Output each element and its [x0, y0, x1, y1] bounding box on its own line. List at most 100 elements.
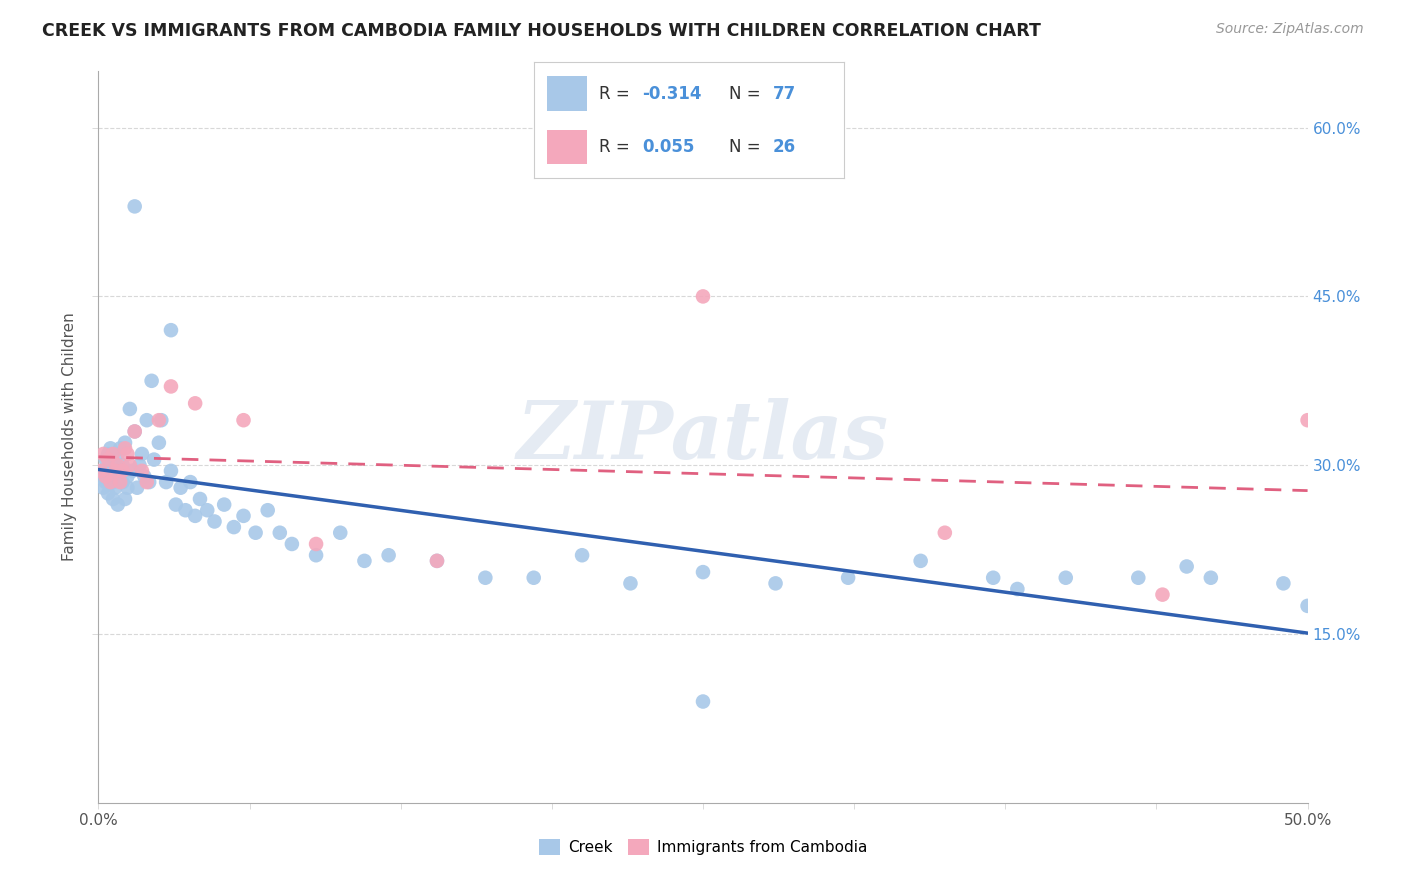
Point: [117, 469, 139, 483]
Point: [692, 565, 714, 579]
Point: [138, 475, 160, 489]
Text: R =: R =: [599, 85, 636, 103]
Text: N =: N =: [730, 138, 766, 156]
Point: [100, 475, 122, 489]
Point: [131, 447, 153, 461]
Point: [135, 475, 157, 489]
Point: [91, 447, 114, 461]
Point: [94, 469, 117, 483]
Point: [212, 498, 235, 512]
Point: [127, 481, 149, 495]
Point: [619, 576, 641, 591]
Point: [523, 571, 546, 585]
Text: 77: 77: [772, 85, 796, 103]
Point: [97, 447, 120, 461]
Text: N =: N =: [730, 85, 766, 103]
Point: [1296, 413, 1319, 427]
Point: [97, 452, 120, 467]
Point: [329, 525, 352, 540]
Point: [100, 464, 122, 478]
Point: [101, 475, 124, 489]
Point: [165, 498, 187, 512]
Text: 0.055: 0.055: [643, 138, 695, 156]
Point: [131, 464, 153, 478]
Text: CREEK VS IMMIGRANTS FROM CAMBODIA FAMILY HOUSEHOLDS WITH CHILDREN CORRELATION CH: CREEK VS IMMIGRANTS FROM CAMBODIA FAMILY…: [42, 22, 1040, 40]
Point: [305, 548, 328, 562]
Point: [94, 475, 117, 489]
Point: [134, 469, 156, 483]
Point: [94, 452, 117, 467]
Point: [571, 548, 593, 562]
Point: [692, 289, 714, 303]
Point: [222, 520, 245, 534]
Point: [143, 452, 166, 467]
Point: [160, 464, 183, 478]
Point: [114, 442, 136, 456]
Y-axis label: Family Households with Children: Family Households with Children: [62, 313, 77, 561]
Point: [160, 379, 183, 393]
Point: [107, 458, 129, 473]
Point: [692, 694, 714, 708]
Point: [910, 554, 932, 568]
Point: [91, 481, 114, 495]
Point: [1296, 599, 1319, 613]
Legend: Creek, Immigrants from Cambodia: Creek, Immigrants from Cambodia: [533, 833, 873, 861]
Point: [281, 537, 304, 551]
Point: [245, 525, 267, 540]
Point: [169, 481, 191, 495]
Point: [101, 491, 124, 506]
Point: [1199, 571, 1222, 585]
Point: [426, 554, 449, 568]
FancyBboxPatch shape: [547, 77, 586, 112]
Point: [117, 481, 139, 495]
Point: [107, 447, 129, 461]
Text: Source: ZipAtlas.com: Source: ZipAtlas.com: [1216, 22, 1364, 37]
Point: [124, 425, 146, 439]
Point: [114, 491, 136, 506]
Point: [981, 571, 1004, 585]
Point: [184, 508, 207, 523]
Point: [305, 537, 328, 551]
Point: [107, 498, 129, 512]
Point: [108, 442, 131, 456]
Point: [111, 464, 134, 478]
Point: [353, 554, 375, 568]
Point: [765, 576, 787, 591]
Point: [121, 464, 143, 478]
Point: [101, 447, 124, 461]
Text: -0.314: -0.314: [643, 85, 702, 103]
Point: [1152, 588, 1174, 602]
Point: [100, 442, 122, 456]
Point: [426, 554, 449, 568]
Point: [195, 503, 218, 517]
Text: R =: R =: [599, 138, 636, 156]
Point: [148, 435, 170, 450]
Point: [90, 469, 112, 483]
Point: [111, 458, 134, 473]
Point: [155, 475, 177, 489]
Point: [150, 413, 173, 427]
Point: [135, 413, 157, 427]
Point: [1007, 582, 1029, 596]
Point: [104, 458, 127, 473]
Point: [204, 515, 226, 529]
Point: [117, 447, 139, 461]
Point: [1054, 571, 1077, 585]
Point: [1175, 559, 1198, 574]
Point: [104, 481, 127, 495]
Point: [97, 486, 120, 500]
FancyBboxPatch shape: [547, 129, 586, 164]
Point: [377, 548, 399, 562]
Point: [934, 525, 956, 540]
Point: [91, 464, 114, 478]
Point: [118, 458, 141, 473]
Point: [1272, 576, 1295, 591]
Text: ZIPatlas: ZIPatlas: [517, 399, 889, 475]
Point: [188, 491, 211, 506]
Text: 26: 26: [772, 138, 796, 156]
Point: [118, 401, 141, 416]
Point: [90, 464, 112, 478]
Point: [474, 571, 496, 585]
Point: [184, 396, 207, 410]
Point: [148, 413, 170, 427]
